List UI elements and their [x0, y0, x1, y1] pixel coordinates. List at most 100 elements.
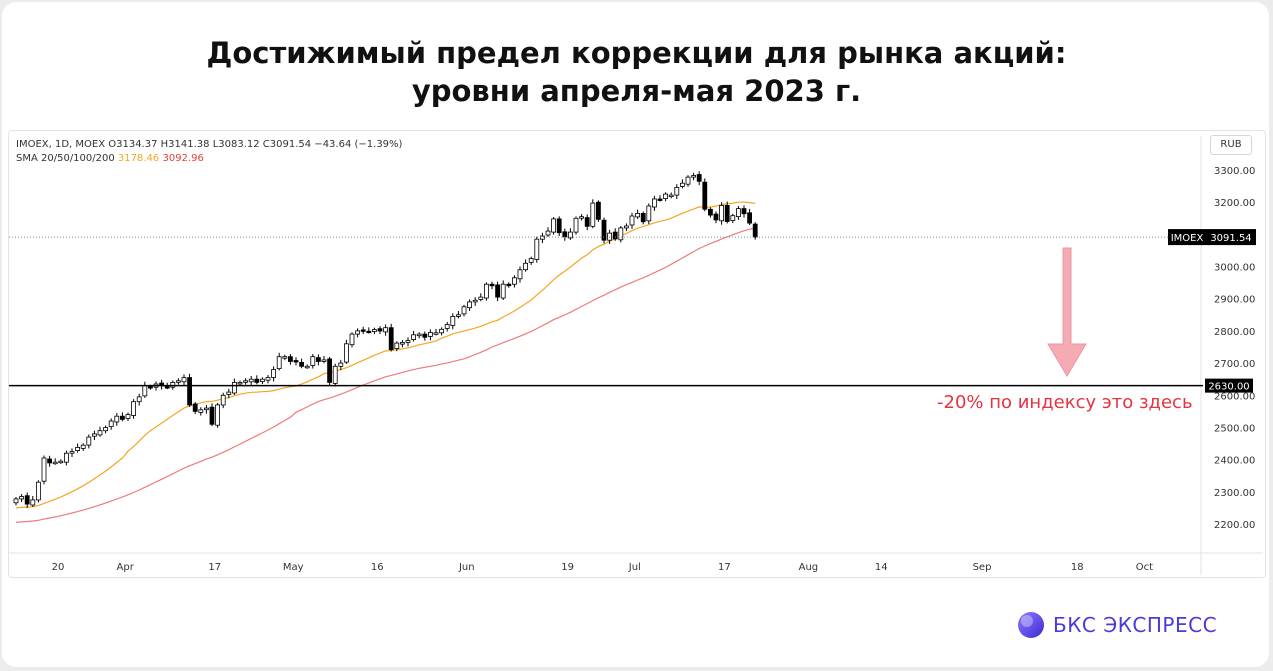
candle-body	[315, 357, 321, 362]
candle-body	[674, 186, 680, 196]
candle-body	[612, 231, 618, 240]
candle-body	[596, 201, 601, 220]
currency-button[interactable]: RUB	[1210, 135, 1252, 155]
candle-body	[383, 327, 389, 333]
candle-body	[75, 446, 80, 451]
candle-body	[534, 238, 540, 260]
candle-body	[215, 404, 221, 426]
bks-logo-icon	[1018, 612, 1044, 638]
candle-body	[198, 409, 204, 413]
candle-body	[41, 457, 47, 482]
x-tick-label: 17	[718, 562, 731, 573]
candle-body	[19, 496, 25, 500]
candle-body	[259, 378, 265, 382]
candle-body	[450, 315, 456, 326]
y-tick-label: 2500.00	[1214, 423, 1255, 434]
y-tick-label: 3200.00	[1214, 198, 1255, 209]
candle-body	[500, 283, 506, 299]
candle-body	[371, 329, 377, 332]
y-tick-label: 2300.00	[1214, 488, 1255, 499]
candle-body	[646, 205, 652, 222]
candle-body	[220, 394, 226, 406]
candle-body	[321, 359, 327, 362]
candle-body	[304, 365, 310, 369]
candle-body	[92, 433, 97, 437]
chart-title: Достижимый предел коррекции для рынка ак…	[0, 34, 1273, 110]
candle-body	[545, 230, 551, 236]
candle-body	[433, 332, 439, 335]
candle-body	[80, 444, 86, 449]
x-tick-label: 20	[52, 562, 65, 573]
candle-body	[512, 277, 517, 285]
candle-body	[495, 284, 501, 298]
candle-body	[30, 499, 36, 506]
candle-body	[568, 231, 573, 239]
candle-body	[663, 193, 668, 200]
candle-body	[226, 391, 232, 395]
candle-body	[355, 330, 361, 335]
candle-body	[461, 306, 467, 315]
candle-body	[444, 324, 450, 329]
candle-body	[601, 219, 607, 241]
candle-body	[125, 414, 131, 419]
candle-body	[540, 235, 545, 240]
candle-body	[203, 407, 209, 411]
candle-body	[181, 377, 187, 383]
x-tick-label: 16	[371, 562, 384, 573]
candle-body	[741, 208, 747, 215]
brand-name: БКС ЭКСПРЕСС	[1053, 613, 1218, 637]
candle-body	[652, 198, 657, 208]
candle-body	[399, 342, 405, 345]
x-tick-label: Sep	[973, 562, 992, 573]
last-price-name-tag	[1168, 229, 1206, 246]
candle-body	[422, 333, 428, 338]
title-line-2: уровни апреля-мая 2023 г.	[411, 74, 862, 108]
candle-body	[680, 182, 685, 187]
y-tick-label: 2600.00	[1214, 391, 1255, 402]
candle-body	[276, 356, 282, 370]
brand-logo: БКС ЭКСПРЕСС	[1017, 610, 1217, 640]
candle-body	[573, 217, 579, 233]
candle-body	[618, 227, 624, 241]
candle-body	[131, 401, 137, 416]
candle-body	[187, 377, 193, 406]
candle-body	[248, 378, 254, 383]
x-tick-label: 17	[208, 562, 221, 573]
candle-body	[103, 427, 108, 432]
x-tick-label: 18	[1071, 562, 1084, 573]
candle-body	[120, 415, 125, 420]
candle-body	[282, 356, 288, 359]
candle-body	[523, 262, 528, 271]
candle-body	[483, 283, 489, 299]
candle-body	[271, 369, 277, 378]
candle-body	[455, 314, 461, 317]
y-tick-label: 2200.00	[1214, 520, 1255, 531]
candle-body	[299, 361, 305, 367]
candle-body	[64, 452, 69, 463]
candle-body	[254, 378, 260, 383]
chart-legend: IMOEX, 1D, MOEX O3134.37 H3141.38 L3083.…	[16, 138, 402, 166]
candle-body	[730, 215, 736, 221]
x-tick-label: 19	[561, 562, 574, 573]
sma-label: SMA 20/50/100/200	[16, 153, 115, 164]
candle-body	[36, 481, 41, 501]
candle-body	[366, 330, 372, 334]
candle-body	[411, 334, 417, 340]
candle-body	[747, 212, 752, 224]
annotation-text: -20% по индексу это здесь	[937, 392, 1193, 413]
candle-body	[175, 380, 181, 383]
support-level-label: 2630.00	[1208, 382, 1249, 393]
candle-body	[685, 176, 691, 185]
sma-value-1: 3178.46	[117, 153, 160, 164]
candle-body	[243, 380, 249, 383]
candle-body	[629, 215, 635, 226]
candle-body	[394, 342, 400, 350]
candle-body	[635, 212, 640, 218]
candle-body	[752, 223, 758, 238]
candle-body	[327, 358, 333, 383]
candle-body	[708, 208, 713, 216]
x-tick-label: Jun	[458, 562, 475, 573]
x-tick-label: Jul	[628, 562, 641, 573]
candle-body	[640, 212, 646, 223]
